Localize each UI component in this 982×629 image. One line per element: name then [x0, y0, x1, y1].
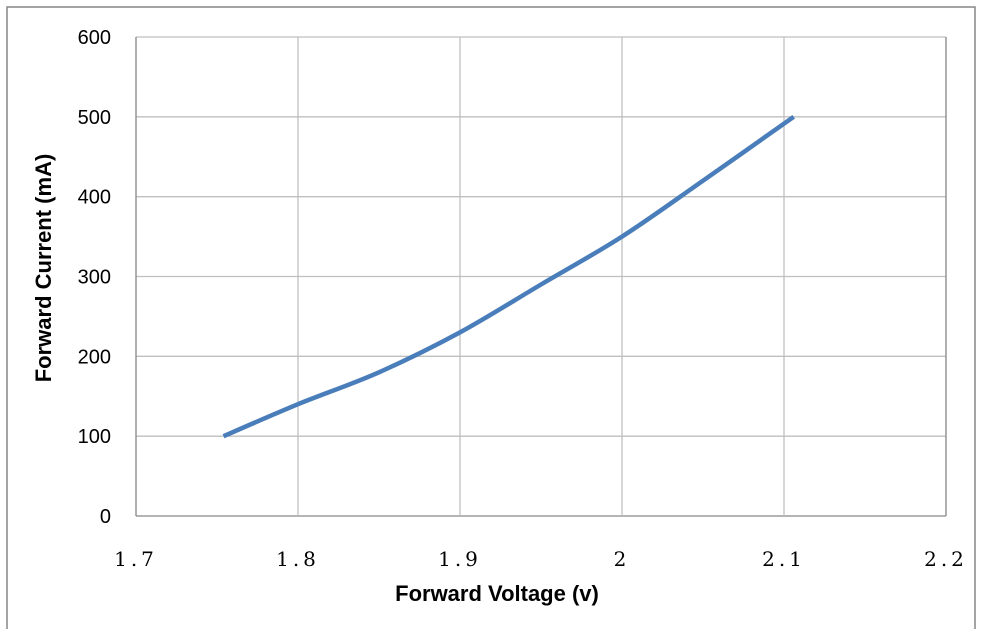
x-tick-label: 2.2	[924, 547, 968, 571]
x-tick-label: 2	[614, 547, 631, 571]
y-tick-label: 0	[100, 506, 111, 528]
x-tick-label: 1.7	[114, 547, 158, 571]
x-tick-label: 1.9	[438, 547, 482, 571]
y-tick-label: 600	[78, 27, 111, 49]
chart-outer-border	[6, 6, 976, 629]
y-tick-label: 500	[78, 107, 111, 129]
y-tick-label: 200	[78, 346, 111, 368]
y-tick-label: 100	[78, 426, 111, 448]
series-layer	[222, 114, 796, 439]
y-tick-label: 300	[78, 267, 111, 289]
x-axis-title: Forward Voltage (v)	[395, 581, 599, 606]
y-tick-labels: 0 100 200 300 400 500 600	[78, 27, 111, 528]
series-line	[222, 114, 796, 439]
x-tick-label: 2.1	[762, 547, 806, 571]
y-axis-title: Forward Current (mA)	[31, 154, 56, 383]
x-tick-labels: 1.7 1.8 1.9 2 2.1 2.2	[114, 547, 968, 571]
y-tick-label: 400	[78, 187, 111, 209]
grid	[135, 36, 947, 517]
x-tick-label: 1.8	[276, 547, 320, 571]
